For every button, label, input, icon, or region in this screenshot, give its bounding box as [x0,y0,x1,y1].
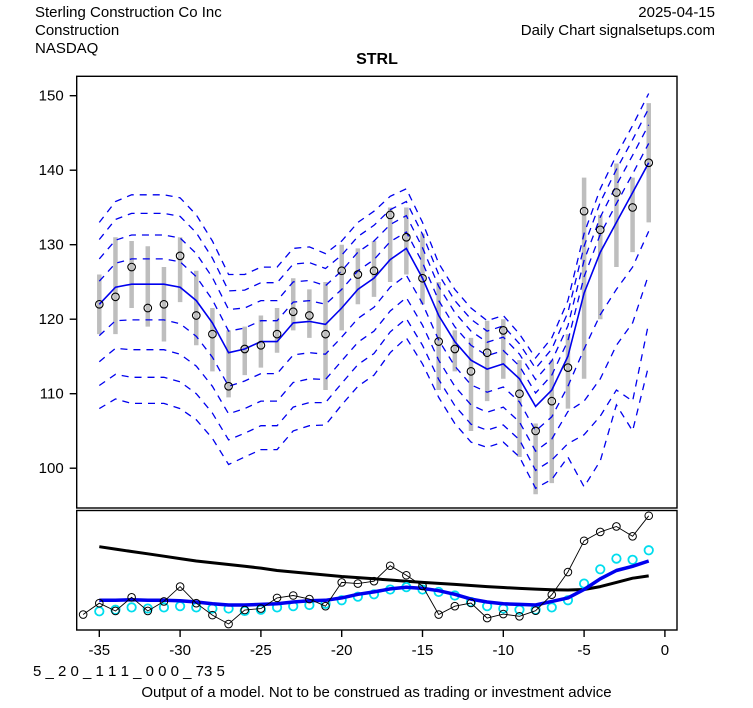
y-axis-tick-label: 150 [39,88,64,105]
header-left: Sterling Construction Co Inc Constructio… [35,4,222,58]
model-code: 5 _ 2 0 _ 1 1 1 _ 0 0 0 _ 73 5 [33,663,225,680]
observed-price-points [94,158,654,436]
disclaimer-text: Output of a model. Not to be construed a… [141,684,612,701]
header-right: 2025-04-15 Daily Chart signalsetups.com [521,4,715,40]
x-axis-tick-label: -20 [331,642,353,659]
trend-indicator-line [99,545,649,592]
ticker-title: STRL [356,51,398,68]
signal-indicator-line [99,559,650,607]
company-name: Sterling Construction Co Inc [35,4,222,21]
x-axis-tick-label: -25 [250,642,272,659]
high-low-bars [97,103,651,495]
x-axis-tick-label: -30 [169,642,191,659]
x-axis: -35 -30 -25 -20 -15 -10 -5 0 [88,630,669,659]
exchange-label: NASDAQ [35,40,99,57]
sector-label: Construction [35,22,120,39]
y-axis-tick-label: 120 [39,311,64,328]
oscillator-series [78,511,654,629]
chart-date: 2025-04-15 [638,4,715,21]
y-axis-tick-label: 130 [39,237,64,254]
y-axis-tick-label: 100 [39,460,64,477]
x-axis-tick-label: -5 [577,642,590,659]
y-axis-tick-label: 110 [40,386,64,403]
y-axis: 100 110 120 130 140 150 [39,88,77,477]
median-forecast-line [98,162,650,408]
x-axis-tick-label: -10 [492,642,514,659]
chart-source: Daily Chart signalsetups.com [520,22,715,39]
x-axis-tick-label: -15 [412,642,434,659]
forecast-quantile-bands [98,93,650,490]
y-axis-tick-label: 140 [39,162,64,179]
x-axis-tick-label: -35 [88,642,110,659]
x-axis-tick-label: 0 [661,642,669,659]
panel-frames [75,75,678,631]
